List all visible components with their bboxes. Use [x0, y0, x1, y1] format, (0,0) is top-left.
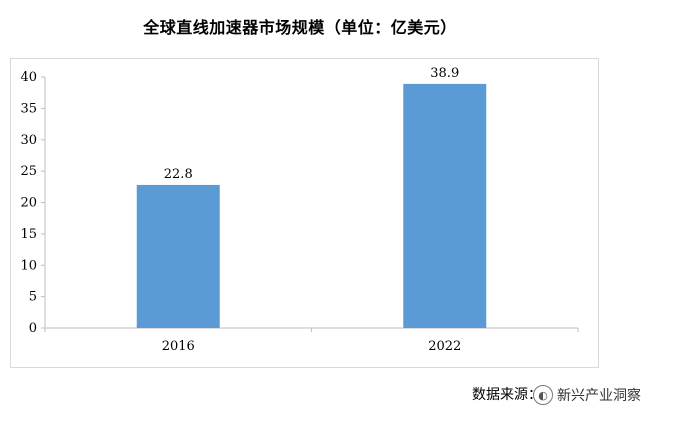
y-tick-label: 10 [20, 258, 37, 273]
y-tick-label: 25 [20, 164, 37, 179]
watermark: ◐ 新兴产业洞察 [533, 383, 641, 407]
x-tick-label-2022: 2022 [428, 339, 461, 354]
chart-frame [10, 58, 599, 368]
watermark-text: 新兴产业洞察 [557, 388, 641, 404]
y-tick-label: 5 [29, 290, 37, 305]
wechat-icon: ◐ [533, 385, 553, 405]
x-tick-label-2016: 2016 [162, 339, 195, 354]
y-tick-label: 40 [20, 70, 37, 85]
y-tick-label: 0 [29, 321, 37, 336]
bottom-strip [0, 414, 689, 424]
chart-title: 全球直线加速器市场规模（单位：亿美元） [143, 18, 457, 37]
source-note: 数据来源： [472, 387, 542, 403]
y-tick-label: 35 [20, 101, 37, 116]
bar-2016 [136, 184, 220, 328]
y-tick-label: 30 [20, 133, 37, 148]
bar-2022 [403, 83, 487, 328]
y-tick-label: 20 [20, 196, 37, 211]
data-label-2022: 38.9 [430, 66, 459, 81]
data-label-2016: 22.8 [164, 167, 193, 182]
y-tick-label: 15 [20, 227, 37, 242]
